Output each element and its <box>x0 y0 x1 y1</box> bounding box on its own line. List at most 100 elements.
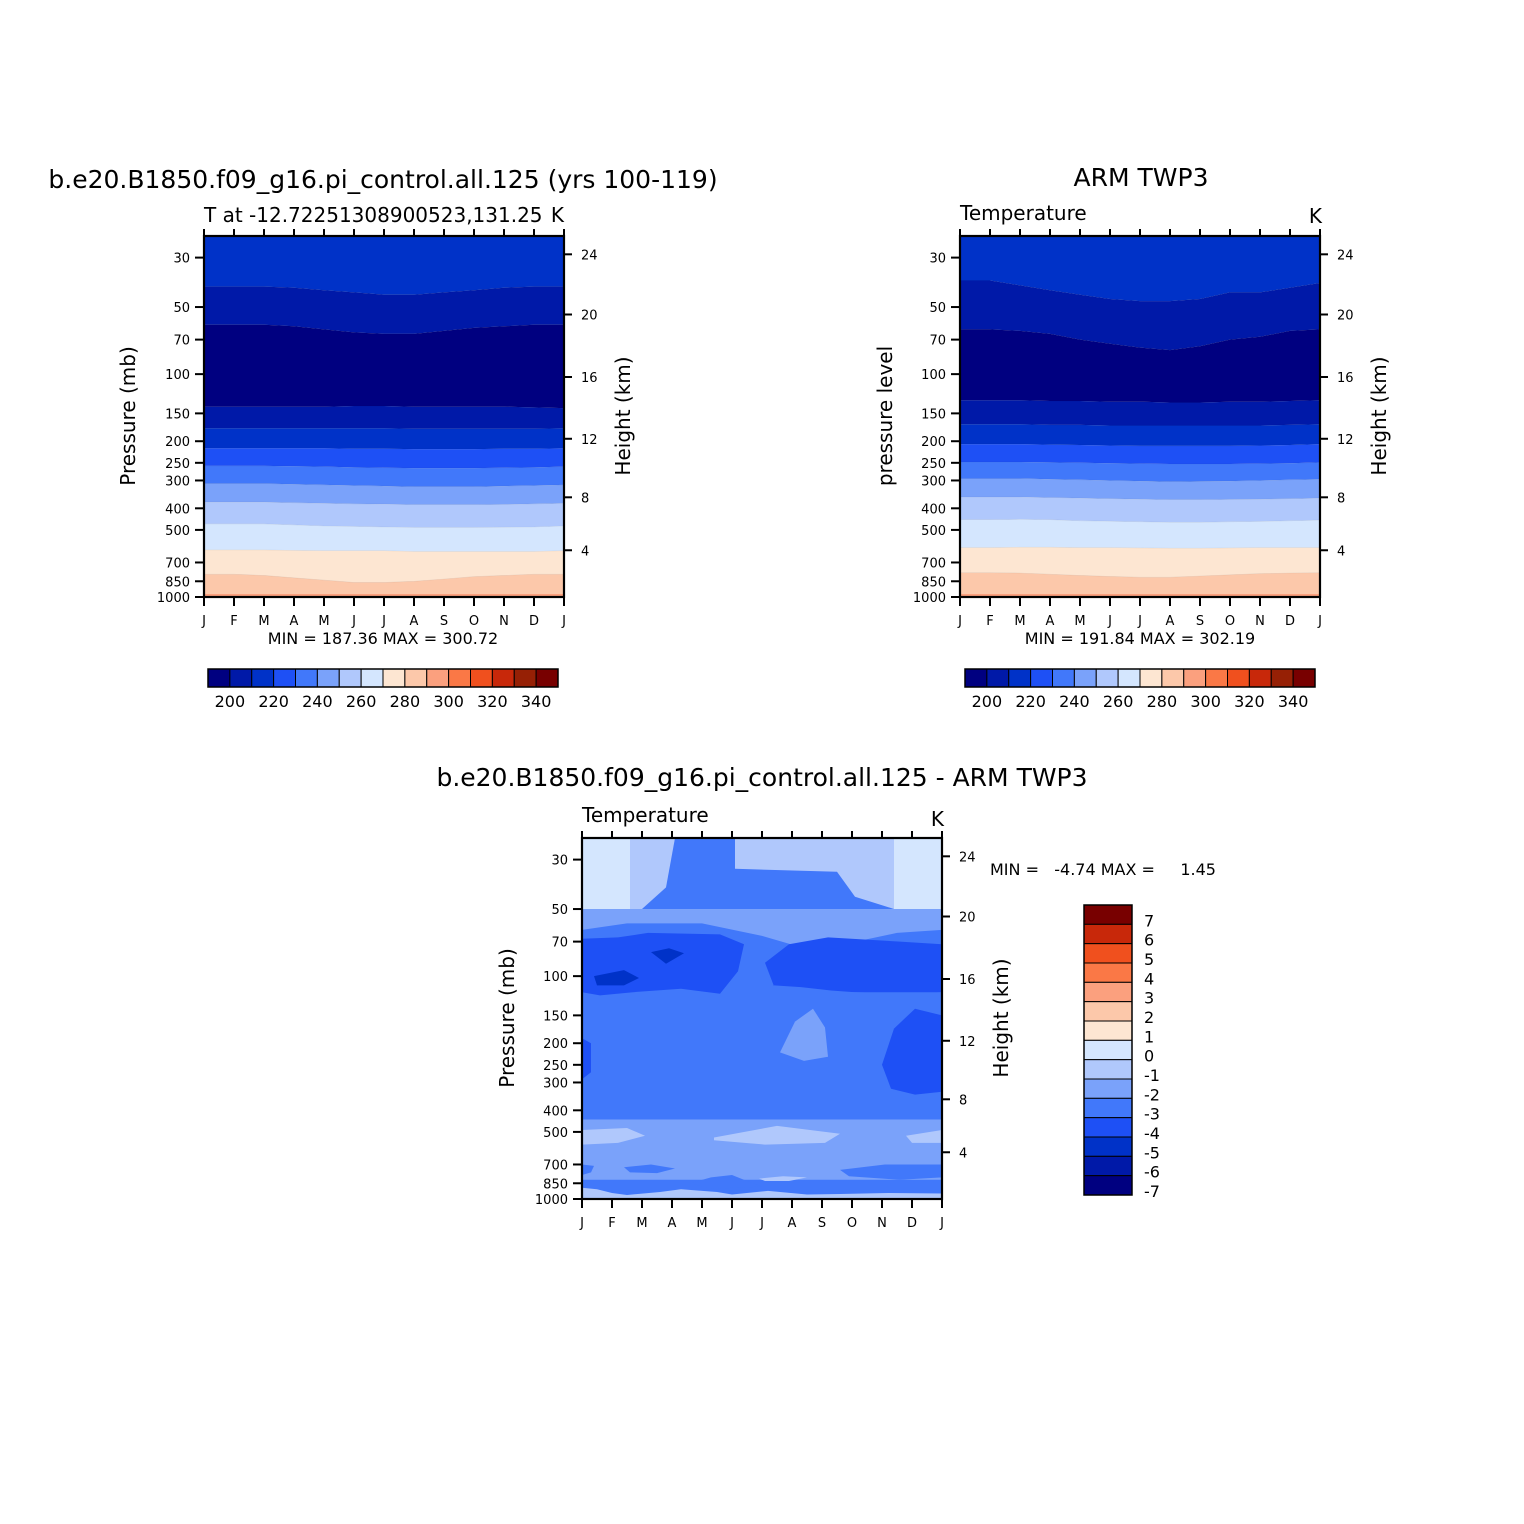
diff-contour-region <box>582 1187 942 1199</box>
diff-colorbar-label: 2 <box>1144 1008 1154 1027</box>
model-colorbar-box <box>513 668 537 688</box>
model-x-tick-label: J <box>381 614 386 629</box>
diff-contour-region <box>582 1128 645 1145</box>
panel-diff-title: b.e20.B1850.f09_g16.pi_control.all.125 -… <box>436 763 1087 792</box>
diff-colorbar-box <box>1083 1001 1133 1022</box>
diff-colorbar-box <box>1083 1020 1133 1041</box>
diff-colorbar-box <box>1083 943 1133 964</box>
diff-y-tick-label: 400 <box>543 1104 568 1119</box>
diff-contour-region <box>624 1164 675 1174</box>
diff-contour-region <box>651 948 684 964</box>
model-colorbar-box <box>338 668 362 688</box>
model-colorbar-box <box>426 668 450 688</box>
model-y-tick-label: 400 <box>165 502 190 517</box>
diff-colorbar-label: -3 <box>1144 1105 1160 1124</box>
model-y-tick-label: 1000 <box>157 591 190 606</box>
diff-colorbar-box <box>1083 923 1133 945</box>
diff-colorbar-label: 4 <box>1144 969 1154 988</box>
diff-colorbar-box <box>1083 981 1133 1003</box>
diff-y-tick-label: 250 <box>543 1059 568 1074</box>
diff-y-tick-label: 50 <box>551 903 568 918</box>
model-colorbar-box <box>535 668 559 688</box>
panel-model: b.e20.B1850.f09_g16.pi_control.all.125 (… <box>48 165 717 711</box>
model-contour-band <box>204 324 564 409</box>
obs-y-tick-label: 30 <box>929 252 946 267</box>
obs-right-tick-label: 20 <box>1337 308 1354 323</box>
diff-x-tick-label: A <box>788 1216 797 1231</box>
model-colorbar-box <box>404 668 428 688</box>
diff-contour-region <box>714 1125 840 1145</box>
obs-colorbar-box <box>1117 668 1141 688</box>
model-y-tick-label: 150 <box>165 407 190 422</box>
obs-x-tick-label: J <box>1137 614 1142 629</box>
model-right-tick-label: 4 <box>581 544 589 559</box>
model-colorbar-box <box>207 668 231 688</box>
model-y-tick-label: 850 <box>165 575 190 590</box>
obs-colorbar-label: 260 <box>1103 692 1134 711</box>
diff-x-tick-label: N <box>877 1216 887 1231</box>
model-contour-band <box>204 465 564 487</box>
panel-model-plot: J F M A M J J A S O N D J 30 50 70 100 150 200 250 300 400 500… <box>157 229 598 629</box>
obs-colorbar-box <box>964 668 988 688</box>
diff-colorbar-label: -4 <box>1144 1124 1160 1143</box>
model-contour-band <box>204 549 564 583</box>
model-y-tick-label: 30 <box>173 252 190 267</box>
diff-colorbar-box <box>1083 962 1133 983</box>
panel-diff-units: K <box>931 807 945 831</box>
model-x-tick-label: N <box>499 614 509 629</box>
model-x-tick-label: J <box>351 614 356 629</box>
diff-contour-region <box>759 1176 807 1181</box>
diff-contour-region <box>690 1175 762 1189</box>
obs-x-tick-label: J <box>1107 614 1112 629</box>
diff-colorbar-box <box>1083 1175 1133 1196</box>
obs-y-tick-label: 100 <box>921 368 946 383</box>
obs-x-tick-label: S <box>1196 614 1204 629</box>
panel-obs-left-string: Temperature <box>959 201 1087 225</box>
obs-x-tick-label: F <box>986 614 993 629</box>
diff-x-tick-label: J <box>759 1216 764 1231</box>
obs-colorbar-box <box>1227 668 1250 688</box>
obs-contour-line <box>960 461 1321 465</box>
panel-diff-plot: J F M A M J J A S O N D J 30 50 70 100 150 200 250 300 400 500… <box>535 831 976 1231</box>
diff-x-tick-label: S <box>818 1216 826 1231</box>
panel-obs-ylabel-right: Height (km) <box>1367 356 1391 475</box>
model-colorbar-box <box>360 668 384 688</box>
model-x-tick-label: O <box>469 614 479 629</box>
diff-y-tick-label: 30 <box>551 854 568 869</box>
obs-contour-line <box>960 400 1321 403</box>
obs-right-tick-label: 8 <box>1337 491 1345 506</box>
model-x-tick-label: D <box>529 614 539 629</box>
panel-model-left-string: T at -12.72251308900523,131.25 <box>203 203 543 227</box>
model-colorbar-box <box>382 668 406 688</box>
obs-colorbar-box <box>1095 668 1119 688</box>
model-colorbar-box <box>470 668 493 688</box>
panel-obs-ylabel: pressure level <box>873 346 897 486</box>
diff-right-tick-label: 8 <box>959 1093 967 1108</box>
obs-colorbar-box <box>1205 668 1228 688</box>
obs-contour-band <box>960 462 1320 482</box>
obs-contour-band <box>960 478 1320 500</box>
panel-diff-stats: MIN = -4.74 MAX = 1.45 <box>990 860 1216 879</box>
model-contour-band <box>204 448 564 469</box>
obs-colorbar-box <box>1161 668 1185 688</box>
obs-x-tick-label: D <box>1285 614 1295 629</box>
obs-colorbar-box <box>1008 668 1032 688</box>
diff-x-tick-label: J <box>579 1216 584 1231</box>
obs-colorbar-box <box>1073 668 1097 688</box>
obs-contour-band <box>960 547 1320 578</box>
model-colorbar-label: 300 <box>433 692 464 711</box>
diff-contour-region <box>582 1164 594 1175</box>
obs-colorbar-label: 220 <box>1015 692 1046 711</box>
obs-right-tick-label: 16 <box>1337 371 1354 386</box>
diff-colorbar-label: -2 <box>1144 1085 1160 1104</box>
obs-colorbar-box <box>986 668 1010 688</box>
obs-colorbar-box <box>1052 668 1075 688</box>
diff-x-tick-label: D <box>907 1216 917 1231</box>
model-y-tick-label: 300 <box>165 474 190 489</box>
model-contour-band <box>204 523 564 552</box>
diff-colorbar-frame <box>1083 904 1133 1196</box>
model-surface-band <box>204 594 564 597</box>
obs-contour-band <box>960 236 1320 302</box>
